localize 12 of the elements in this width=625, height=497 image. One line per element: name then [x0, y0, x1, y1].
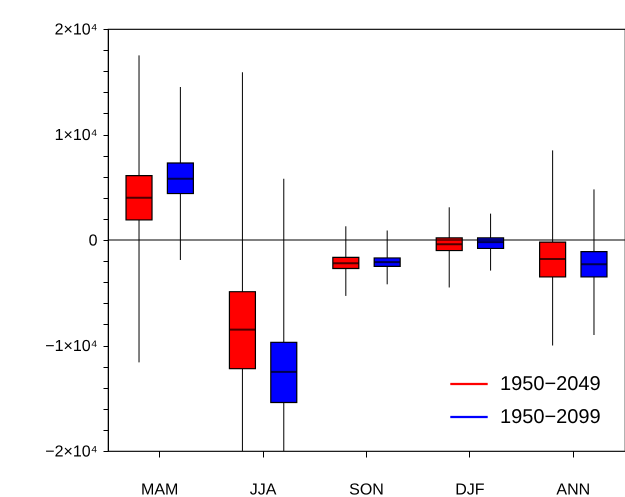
legend-label: 1950−2099: [500, 406, 601, 428]
x-tick-label: MAM: [141, 482, 178, 497]
y-tick-label: 1×10⁴: [54, 127, 98, 144]
x-tick-label: DJF: [455, 482, 485, 497]
x-tick-label: SON: [349, 482, 384, 497]
legend-label: 1950−2049: [500, 373, 601, 395]
y-tick-label: 2×10⁴: [54, 22, 98, 38]
x-tick-label: JJA: [250, 482, 277, 497]
y-tick-label: 0: [88, 232, 98, 250]
x-tick-label: ANN: [556, 482, 590, 497]
y-tick-label: −2×10⁴: [45, 444, 98, 460]
y-tick-label: −1×10⁴: [45, 338, 98, 355]
